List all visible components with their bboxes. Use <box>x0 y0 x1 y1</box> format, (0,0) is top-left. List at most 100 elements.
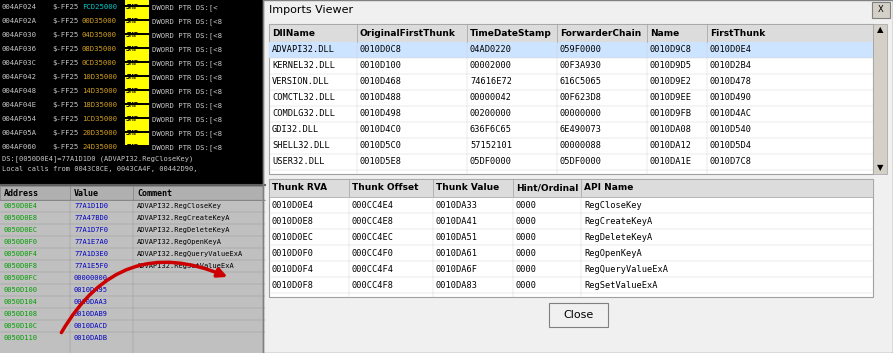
Text: 0010D4AC: 0010D4AC <box>710 109 752 119</box>
Text: 0CD35000: 0CD35000 <box>82 60 117 66</box>
Text: 0010DA61: 0010DA61 <box>436 249 478 257</box>
Text: JMP: JMP <box>126 88 139 94</box>
FancyBboxPatch shape <box>269 179 873 197</box>
Text: 00000042: 00000042 <box>470 94 512 102</box>
Text: 004AF060: 004AF060 <box>2 144 37 150</box>
Text: 0010DA33: 0010DA33 <box>436 201 478 209</box>
Text: 00000000: 00000000 <box>74 275 108 281</box>
Text: 000CC4EC: 000CC4EC <box>352 233 394 241</box>
Text: 00200000: 00200000 <box>470 109 512 119</box>
Text: RegSetValueExA: RegSetValueExA <box>584 281 657 289</box>
Text: 0050D110: 0050D110 <box>4 335 38 341</box>
Text: Thunk RVA: Thunk RVA <box>272 184 327 192</box>
Text: 00000088: 00000088 <box>560 142 602 150</box>
Text: 6E490073: 6E490073 <box>560 126 602 134</box>
Text: 004AF054: 004AF054 <box>2 116 37 122</box>
Text: 77A1E7A0: 77A1E7A0 <box>74 239 108 245</box>
Text: ▲: ▲ <box>877 25 883 35</box>
Text: API Name: API Name <box>584 184 633 192</box>
Text: ForwarderChain: ForwarderChain <box>560 29 641 37</box>
Text: 0010DACD: 0010DACD <box>74 323 108 329</box>
FancyBboxPatch shape <box>125 0 149 5</box>
Text: 004AF036: 004AF036 <box>2 46 37 52</box>
Text: 004AF04E: 004AF04E <box>2 102 37 108</box>
Text: 0010D490: 0010D490 <box>710 94 752 102</box>
Text: $-FF25: $-FF25 <box>52 88 79 94</box>
Text: $-FF25: $-FF25 <box>52 116 79 122</box>
Text: 77A47BD0: 77A47BD0 <box>74 215 108 221</box>
Text: ADVAPI32.RegSetValueExA: ADVAPI32.RegSetValueExA <box>137 263 235 269</box>
Text: 0010DA41: 0010DA41 <box>436 216 478 226</box>
Text: 0010D9D5: 0010D9D5 <box>650 61 692 71</box>
Text: Thunk Value: Thunk Value <box>436 184 499 192</box>
Text: Comment: Comment <box>137 189 172 197</box>
Text: ▼: ▼ <box>877 163 883 173</box>
Text: 1CD35000: 1CD35000 <box>82 116 117 122</box>
Text: Name: Name <box>650 29 680 37</box>
Text: Local calls from 0043C8CE, 0043CA4F, 00442D90,: Local calls from 0043C8CE, 0043CA4F, 004… <box>2 166 197 172</box>
Text: 0050D0F4: 0050D0F4 <box>4 251 38 257</box>
Text: 0050D0E8: 0050D0E8 <box>4 215 38 221</box>
Text: 0010D100: 0010D100 <box>360 61 402 71</box>
Text: 0010DAB9: 0010DAB9 <box>74 311 108 317</box>
Text: 0010D0E8: 0010D0E8 <box>272 216 314 226</box>
Text: 00000000: 00000000 <box>560 109 602 119</box>
Text: 00F623D8: 00F623D8 <box>560 94 602 102</box>
FancyBboxPatch shape <box>269 24 873 42</box>
Text: JMP: JMP <box>126 74 139 80</box>
FancyBboxPatch shape <box>125 77 149 89</box>
Text: 05DF0000: 05DF0000 <box>470 157 512 167</box>
Text: 0000: 0000 <box>516 281 537 289</box>
Text: 0010D0EC: 0010D0EC <box>272 233 314 241</box>
FancyBboxPatch shape <box>125 21 149 33</box>
Text: COMCTL32.DLL: COMCTL32.DLL <box>272 94 335 102</box>
Text: 0050D100: 0050D100 <box>4 287 38 293</box>
Text: JMP: JMP <box>126 46 139 52</box>
Text: DWORD PTR DS:[<8: DWORD PTR DS:[<8 <box>152 144 222 151</box>
Text: 004AF02A: 004AF02A <box>2 18 37 24</box>
Text: JMP: JMP <box>126 130 139 136</box>
FancyBboxPatch shape <box>0 185 265 353</box>
Text: DWORD PTR DS:[<8: DWORD PTR DS:[<8 <box>152 102 222 109</box>
Text: 00002000: 00002000 <box>470 61 512 71</box>
Text: 000CC4E8: 000CC4E8 <box>352 216 394 226</box>
Text: 0000: 0000 <box>516 201 537 209</box>
Text: 0010D478: 0010D478 <box>710 78 752 86</box>
FancyBboxPatch shape <box>872 2 890 18</box>
Text: JMP: JMP <box>126 32 139 38</box>
Text: $-FF25: $-FF25 <box>52 32 79 38</box>
Text: GDI32.DLL: GDI32.DLL <box>272 126 320 134</box>
Text: ADVAPI32.RegCloseKey: ADVAPI32.RegCloseKey <box>137 203 222 209</box>
Text: 0010DA6F: 0010DA6F <box>436 264 478 274</box>
Text: 0010DA08: 0010DA08 <box>650 126 692 134</box>
FancyBboxPatch shape <box>125 119 149 131</box>
FancyBboxPatch shape <box>873 24 887 174</box>
Text: Thunk Offset: Thunk Offset <box>352 184 419 192</box>
Text: 08D35000: 08D35000 <box>82 46 117 52</box>
Text: 0010D2B4: 0010D2B4 <box>710 61 752 71</box>
Text: 0010D9EE: 0010D9EE <box>650 94 692 102</box>
Text: DllName: DllName <box>272 29 315 37</box>
Text: 0050D10C: 0050D10C <box>4 323 38 329</box>
Text: DWORD PTR DS:[<: DWORD PTR DS:[< <box>152 4 218 11</box>
Text: Hint/Ordinal: Hint/Ordinal <box>516 184 579 192</box>
FancyBboxPatch shape <box>269 179 873 297</box>
Text: DS:[0050D0E4]=77A1D1D0 (ADVAPI32.RegCloseKey): DS:[0050D0E4]=77A1D1D0 (ADVAPI32.RegClos… <box>2 155 193 162</box>
Text: ADVAPI32.DLL: ADVAPI32.DLL <box>272 46 335 54</box>
Text: 0010D0F4: 0010D0F4 <box>272 264 314 274</box>
Text: 0010DA1E: 0010DA1E <box>650 157 692 167</box>
Text: 0010D5E8: 0010D5E8 <box>360 157 402 167</box>
Text: 000CC4E4: 000CC4E4 <box>352 201 394 209</box>
Text: 74616E72: 74616E72 <box>470 78 512 86</box>
Text: DWORD PTR DS:[<8: DWORD PTR DS:[<8 <box>152 74 222 81</box>
Text: $-FF25: $-FF25 <box>52 130 79 136</box>
Text: 000CC4F8: 000CC4F8 <box>352 281 394 289</box>
Text: 0010D540: 0010D540 <box>710 126 752 134</box>
Text: DWORD PTR DS:[<8: DWORD PTR DS:[<8 <box>152 60 222 67</box>
Text: FirstThunk: FirstThunk <box>710 29 765 37</box>
Text: 0010DA83: 0010DA83 <box>436 281 478 289</box>
Text: 004AF030: 004AF030 <box>2 32 37 38</box>
Text: 0010D488: 0010D488 <box>360 94 402 102</box>
Text: DWORD PTR DS:[<8: DWORD PTR DS:[<8 <box>152 88 222 95</box>
Text: 0010DADB: 0010DADB <box>74 335 108 341</box>
